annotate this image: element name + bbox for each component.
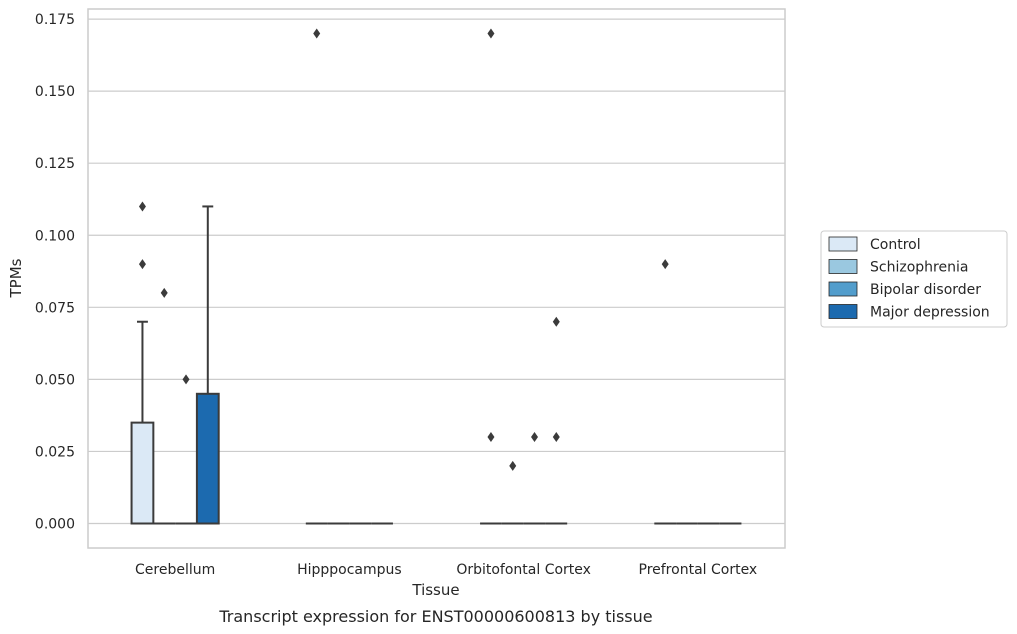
legend-frame [820, 230, 1008, 328]
chart-caption: Transcript expression for ENST0000060081… [218, 607, 652, 626]
y-tick-label: 0.100 [35, 228, 75, 244]
legend-swatch [828, 281, 858, 297]
y-tick-label: 0.050 [35, 372, 75, 388]
box-bipolar-disorder-0 [175, 374, 197, 525]
y-tick-label: 0.150 [35, 84, 75, 100]
outlier-point [661, 259, 669, 270]
outlier-point [313, 28, 321, 39]
legend-item: Schizophrenia [828, 259, 968, 276]
legend: Control Schizophrenia Bipolar disorder Majo… [820, 230, 1008, 328]
y-tick-label: 0.125 [35, 156, 75, 172]
legend-swatch [828, 304, 858, 319]
y-tick-label: 0.000 [35, 517, 75, 533]
box-bipolar-disorder-2 [523, 432, 546, 525]
y-tick-label: 0.025 [35, 444, 75, 460]
box-control-2 [480, 28, 502, 525]
box-schizophrenia-0 [153, 287, 176, 525]
x-tick-label: Cerebellum [135, 562, 215, 578]
legend-label: Bipolar disorder [870, 282, 981, 298]
legend-item: Control [828, 236, 921, 253]
legend-label: Schizophrenia [870, 260, 968, 276]
box-body [195, 392, 220, 525]
outlier-point [182, 374, 190, 385]
y-tick-label: 0.075 [35, 300, 75, 316]
legend-label: Major depression [870, 305, 990, 321]
plot-frame [87, 8, 786, 549]
outlier-point [509, 460, 517, 471]
box-body [130, 421, 155, 525]
outlier-point [531, 432, 539, 443]
outlier-point [487, 432, 495, 443]
box-major-depression-2 [545, 316, 568, 525]
outlier-point [138, 201, 146, 212]
outlier-point [138, 259, 146, 270]
outlier-point [552, 432, 560, 443]
box-major-depression-0 [195, 205, 220, 525]
outlier-point [160, 287, 168, 298]
y-tick-labels: 0.000 0.025 0.050 0.075 0.100 0.125 0.150 0.175 [35, 12, 75, 532]
box-control-1 [305, 28, 328, 525]
legend-item: Bipolar disorder [828, 281, 981, 298]
box-plots [130, 28, 742, 525]
y-axis-title: TPMs [7, 258, 25, 298]
outlier-point [487, 28, 495, 39]
legend-label: Control [870, 237, 921, 253]
y-tick-label: 0.175 [35, 12, 75, 28]
outlier-point [552, 316, 560, 327]
box-control-3 [654, 259, 677, 525]
legend-swatch [828, 259, 858, 274]
legend-swatch [828, 236, 858, 252]
x-tick-label: Hipppocampus [297, 562, 402, 578]
x-tick-label: Orbitofontal Cortex [456, 562, 591, 578]
plot-area [88, 9, 785, 548]
x-axis-title: Tissue [411, 581, 459, 599]
box-control-0 [130, 201, 155, 525]
legend-item: Major depression [828, 304, 990, 321]
x-tick-labels: Cerebellum Hipppocampus Orbitofontal Corte… [135, 562, 757, 578]
x-tick-label: Prefrontal Cortex [639, 562, 758, 578]
box-schizophrenia-2 [501, 460, 524, 525]
